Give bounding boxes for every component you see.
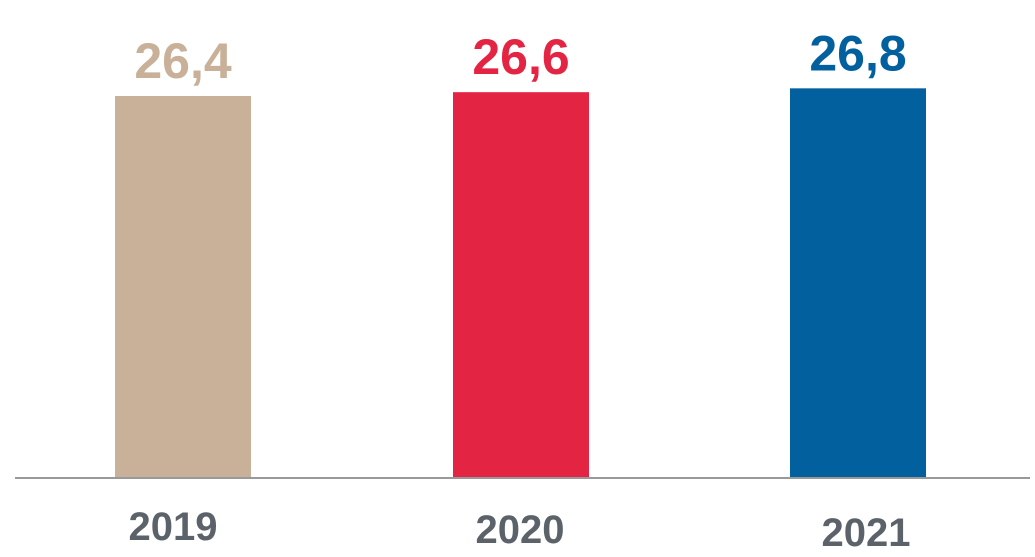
x-tick-label-2019: 2019 — [129, 505, 218, 549]
value-label-2021: 26,8 — [809, 25, 906, 81]
value-label-2020: 26,6 — [472, 29, 569, 85]
value-labels-group: 26,4 26,6 26,8 — [134, 25, 906, 89]
x-tick-labels-group: 2019 2020 2021 — [129, 505, 911, 555]
value-label-2019: 26,4 — [134, 33, 232, 89]
x-tick-label-2021: 2021 — [822, 511, 911, 555]
bars-group — [115, 88, 926, 479]
x-tick-label-2020: 2020 — [476, 508, 565, 552]
bar-2020 — [453, 92, 589, 479]
bar-2019 — [115, 96, 251, 478]
bar-2021 — [790, 88, 926, 478]
